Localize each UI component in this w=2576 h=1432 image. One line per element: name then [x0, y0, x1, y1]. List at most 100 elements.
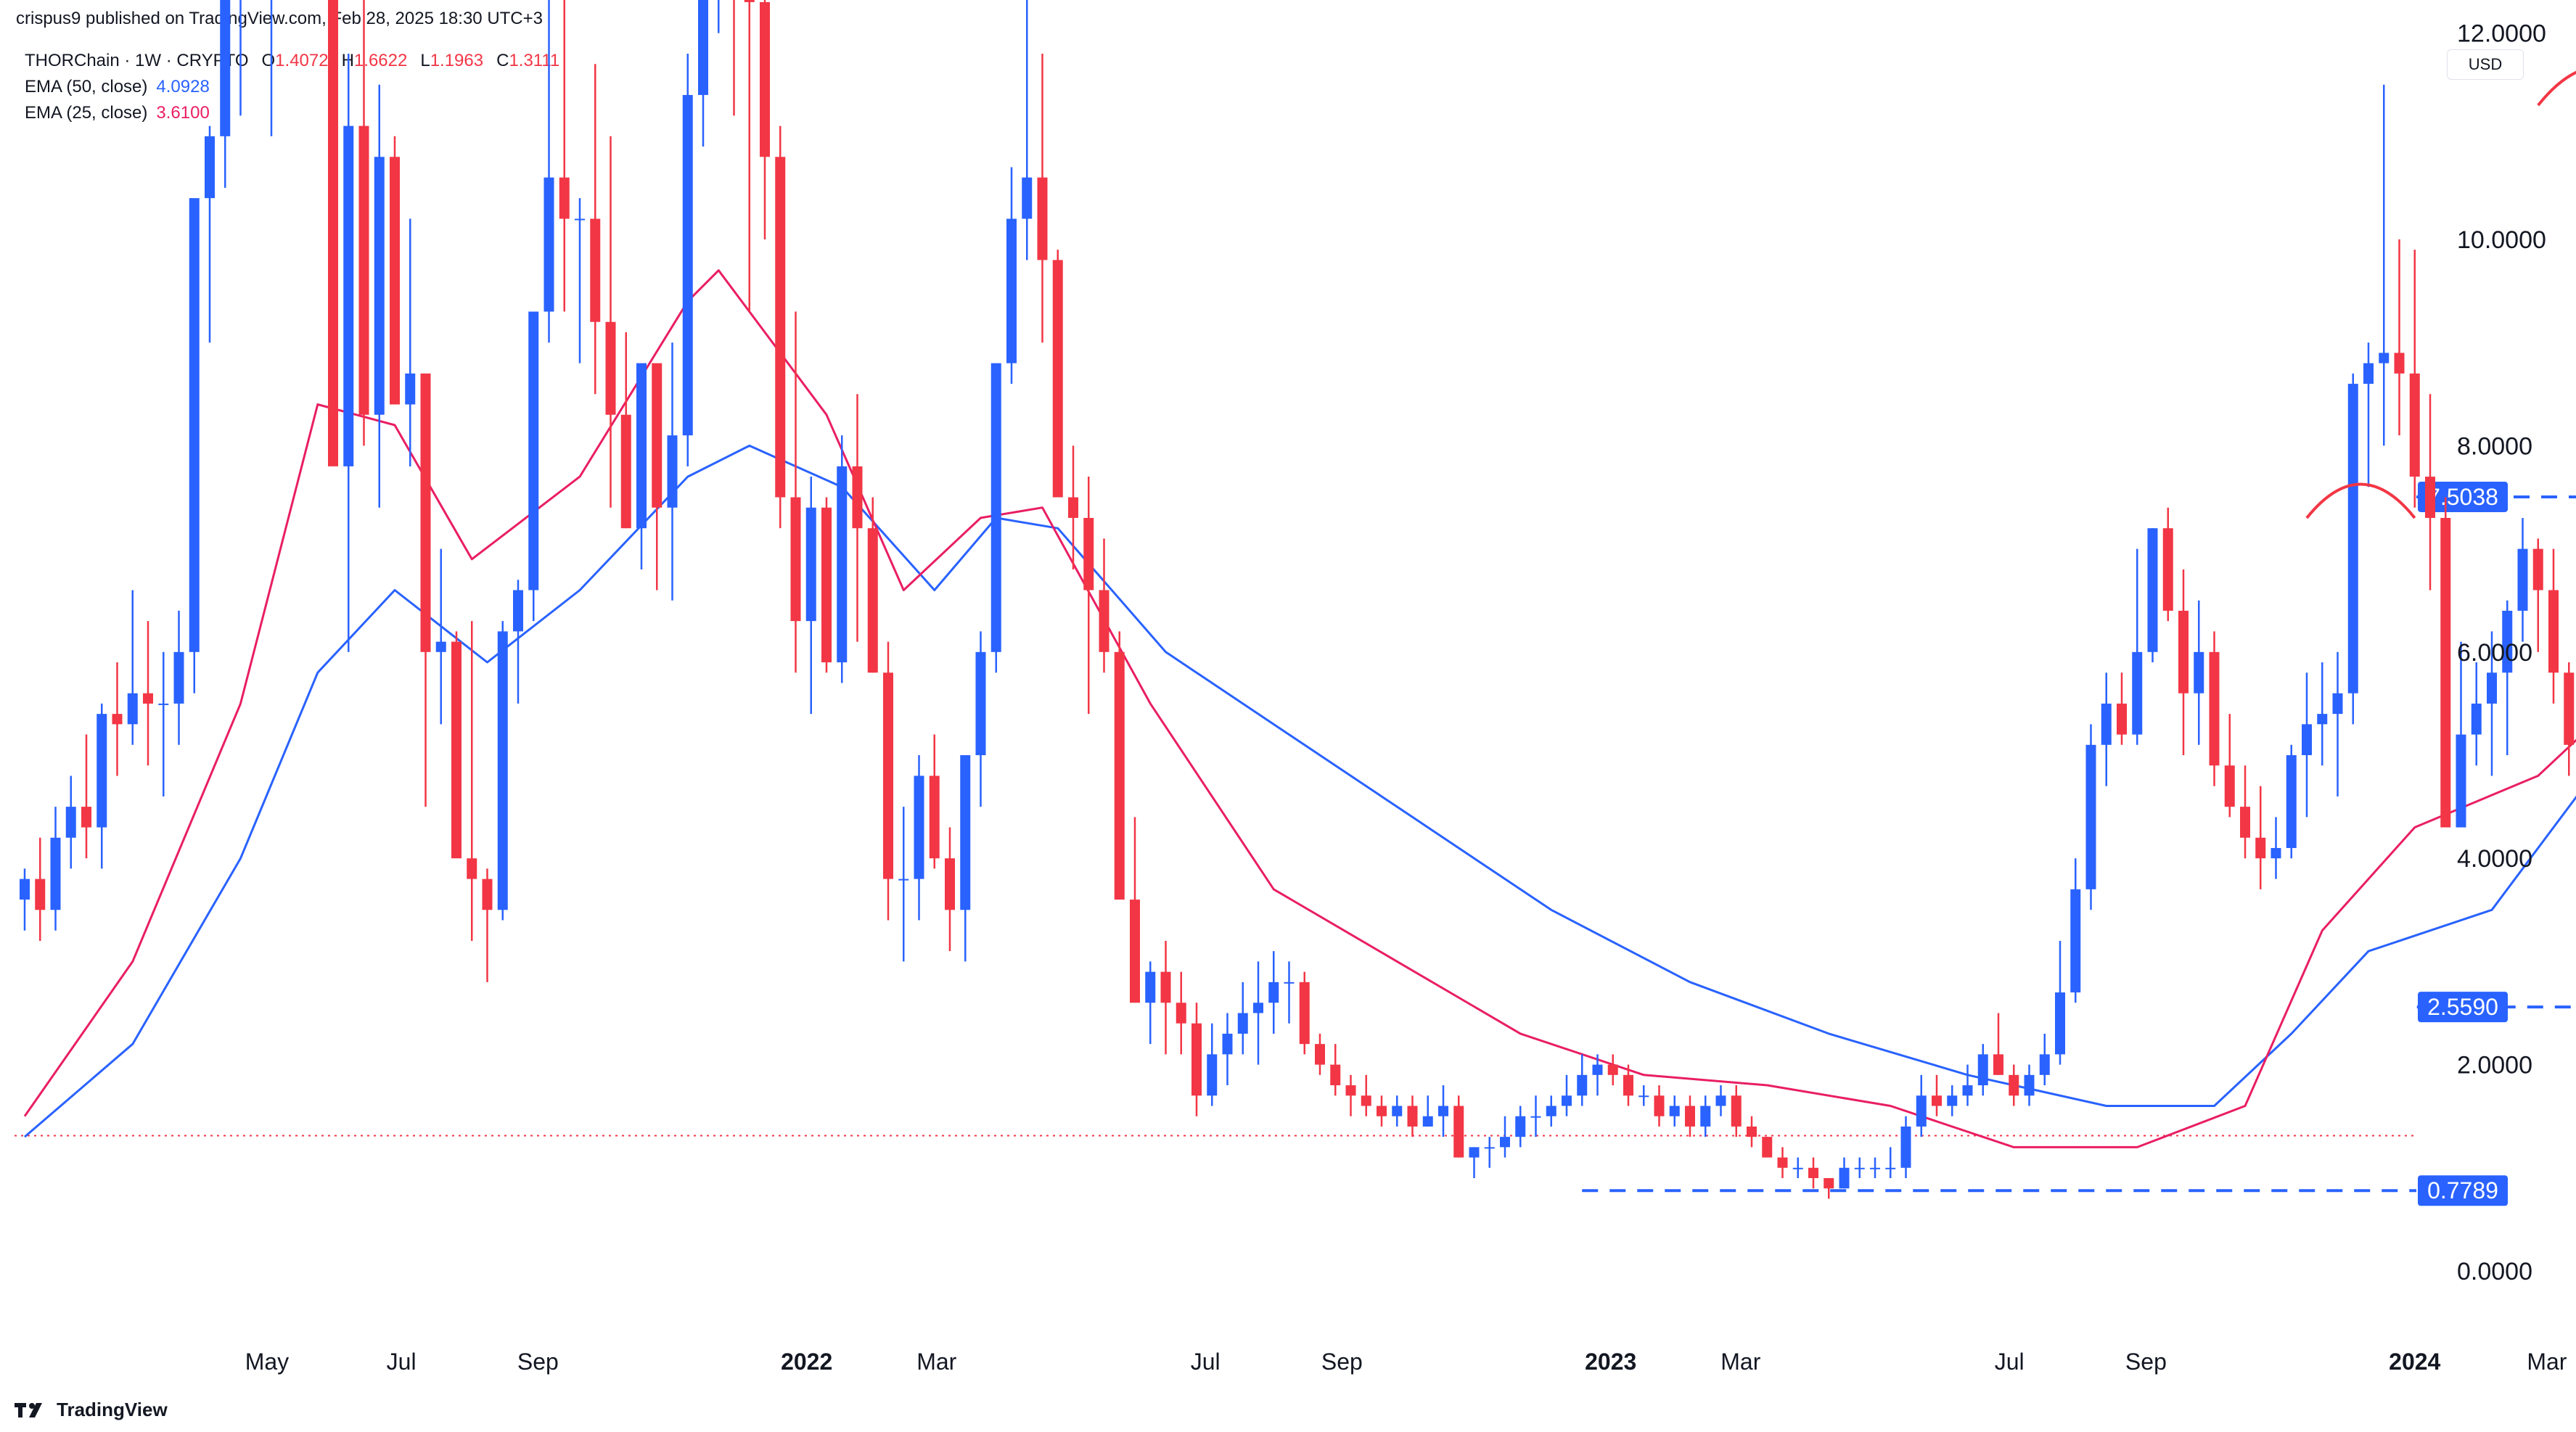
candle	[1422, 1095, 1433, 1127]
candle	[1145, 961, 1156, 1045]
candle-body	[2271, 847, 2281, 859]
candle	[2471, 662, 2482, 766]
candle-body	[1176, 1003, 1186, 1024]
candle-body	[1932, 1095, 1942, 1106]
candle	[852, 394, 863, 642]
candle	[1962, 1064, 1973, 1106]
ema25-label: EMA (25, close)	[25, 103, 148, 123]
candle-body	[990, 363, 1001, 652]
pattern-arc	[2305, 482, 2416, 519]
candle-body	[1592, 1064, 1603, 1075]
candle	[189, 198, 200, 694]
x-tick-label: Mar	[2527, 1349, 2567, 1375]
candle-body	[2548, 590, 2559, 673]
candle	[1870, 1157, 1880, 1179]
candle	[467, 621, 477, 941]
candle-body	[1916, 1095, 1927, 1127]
candle	[358, 0, 369, 446]
tradingview-logo[interactable]: TradingView	[15, 1399, 168, 1421]
currency-button[interactable]: USD	[2447, 49, 2524, 80]
candle-body	[1022, 177, 1033, 219]
candle-body	[2379, 353, 2390, 363]
candle	[760, 0, 770, 239]
candle-body	[1253, 1003, 1263, 1013]
candle	[390, 136, 400, 405]
candle-body	[513, 590, 523, 632]
candle	[1916, 1074, 1927, 1137]
x-tick-label: 2023	[1585, 1349, 1636, 1375]
candle	[1993, 1013, 2003, 1075]
candle-body	[405, 373, 416, 405]
candle	[1484, 1137, 1495, 1168]
candle-body	[1484, 1147, 1495, 1149]
candle	[1176, 971, 1186, 1055]
candle-body	[960, 755, 971, 910]
candle	[1330, 1044, 1341, 1096]
candle	[2070, 858, 2081, 1003]
candle-body	[945, 858, 955, 910]
candle-body	[2440, 517, 2451, 828]
x-tick-label: Sep	[2125, 1349, 2167, 1375]
candle	[1638, 1085, 1649, 1106]
candle-body	[914, 775, 924, 879]
candle	[1607, 1054, 1618, 1086]
chart-legend: THORChain · 1W · CRYPTO O1.4072 H1.6622 …	[25, 48, 559, 126]
candle	[65, 775, 76, 869]
candle	[2317, 662, 2328, 766]
candle-body	[1562, 1095, 1572, 1106]
candle-body	[2224, 765, 2235, 807]
candle-body	[343, 125, 354, 466]
candle	[2117, 672, 2127, 745]
candle-body	[1977, 1054, 1988, 1086]
candle	[1099, 538, 1109, 673]
candle	[2332, 651, 2343, 797]
candle	[2532, 538, 2543, 652]
candle-body	[2178, 610, 2189, 694]
candle-body	[1623, 1074, 1633, 1096]
candle-body	[2055, 992, 2065, 1055]
candle-body	[1052, 260, 1063, 498]
ema50-value: 4.0928	[156, 77, 210, 96]
y-tick-label: 6.0000	[2457, 639, 2532, 667]
candle	[1562, 1074, 1572, 1116]
candle	[1068, 445, 1078, 570]
candle-body	[189, 198, 200, 652]
candle	[1932, 1074, 1942, 1116]
candle-body	[652, 363, 663, 508]
candle-body	[328, 0, 338, 466]
candle	[744, 0, 755, 312]
candle-body	[1515, 1116, 1526, 1137]
price-level-label: 2.5590	[2427, 994, 2498, 1020]
candle	[2363, 342, 2374, 487]
candle	[2456, 641, 2466, 828]
candle	[328, 0, 338, 466]
candle-body	[1747, 1126, 1757, 1137]
candle	[543, 0, 554, 343]
candle	[405, 218, 416, 466]
candle	[270, 0, 273, 136]
x-axis: May Jul Sep 2022 Mar Jul Sep 2023 Mar Jul Sep 2024 M…	[245, 1349, 2567, 1375]
y-tick-label: 4.0000	[2457, 845, 2532, 873]
candle	[2347, 373, 2358, 725]
candle-body	[2363, 363, 2374, 384]
candle-body	[2471, 703, 2482, 735]
candle-body	[1207, 1054, 1218, 1096]
price-level-label: 0.7789	[2427, 1177, 2498, 1203]
candles-layer	[20, 0, 2575, 1199]
candle	[1377, 1095, 1387, 1127]
candle	[1977, 1044, 1988, 1096]
candle	[1022, 0, 1033, 260]
candle-body	[1191, 1023, 1202, 1096]
candle-body	[1546, 1106, 1556, 1116]
ema50-row: EMA (50, close) 4.0928	[25, 74, 559, 100]
candle-body	[1762, 1137, 1773, 1158]
candle-body	[2070, 889, 2081, 993]
candle-body	[760, 1, 770, 157]
candle	[960, 755, 971, 962]
candle	[1407, 1095, 1418, 1137]
candle-body	[220, 0, 231, 136]
candle-body	[1268, 982, 1279, 1003]
candle-body	[2085, 744, 2096, 889]
candle	[1700, 1095, 1711, 1137]
